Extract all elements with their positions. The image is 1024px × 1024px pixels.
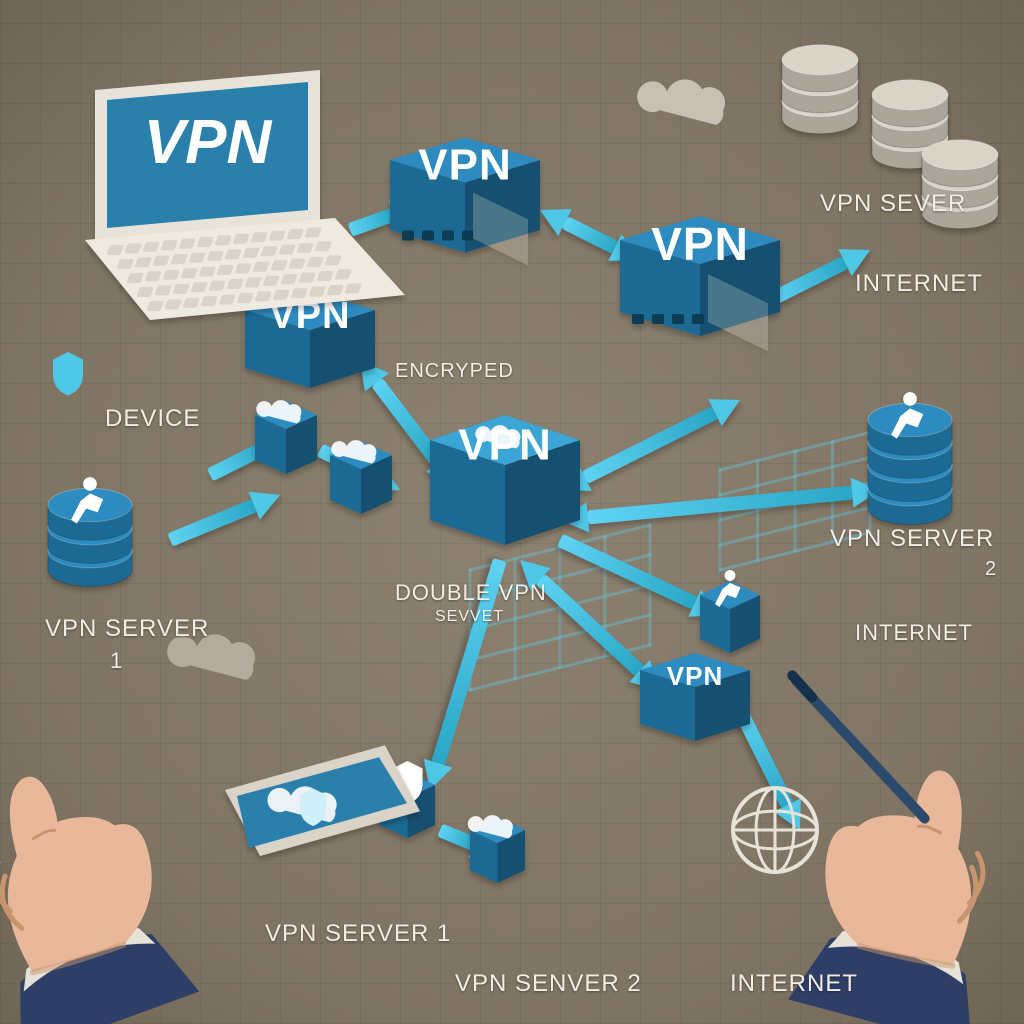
scene-svg: VPNVPNVPNVPNVPN VPN <box>0 0 1024 1024</box>
node-block_center_vpn: VPN <box>430 415 580 545</box>
svg-text:VPN: VPN <box>651 218 749 270</box>
label: 1 <box>110 648 123 674</box>
globe-icon <box>733 788 817 872</box>
node-small_node_l1 <box>255 400 317 474</box>
svg-text:VPN: VPN <box>418 141 511 190</box>
label: VPN SERVER <box>45 615 209 643</box>
label: VPN SEVER <box>820 190 966 218</box>
svg-text:VPN: VPN <box>667 661 723 691</box>
svg-text:VPN: VPN <box>144 108 273 177</box>
label: VPN SENVER 2 <box>455 970 642 998</box>
label: INTERNET <box>730 970 858 998</box>
label: INTERNET <box>855 270 983 298</box>
label: VPN SERVER 1 <box>265 920 451 948</box>
label: SEVVET <box>435 608 504 626</box>
stack-stack_blue_r <box>868 392 952 524</box>
node-server_vpn_top1: VPN <box>390 138 540 266</box>
diagram-canvas: VPNVPNVPNVPNVPN VPN VPN SEVERINTERNETVPN… <box>0 0 1024 1024</box>
label: VPN SERVER <box>830 525 994 553</box>
hand-left <box>0 747 200 1024</box>
label: 2 <box>985 558 997 581</box>
stack-stack_blue_l <box>48 477 132 586</box>
laptop: VPN <box>85 70 405 320</box>
node-small_node_r <box>700 570 760 653</box>
svg-text:VPN: VPN <box>458 421 551 470</box>
node-small_node_l2 <box>330 440 392 514</box>
label: DEVICE <box>105 405 200 433</box>
node-small_node_b2 <box>468 815 525 883</box>
tablet <box>225 745 420 856</box>
label: DOUBLE VPN <box>395 580 547 606</box>
node-block_vpn_br: VPN <box>640 653 750 741</box>
node-server_vpn_top2: VPN <box>620 216 780 351</box>
label: ENCRYPED <box>395 360 514 383</box>
label: INTERNET <box>855 620 973 646</box>
stack-stack_grey_1 <box>782 45 858 134</box>
